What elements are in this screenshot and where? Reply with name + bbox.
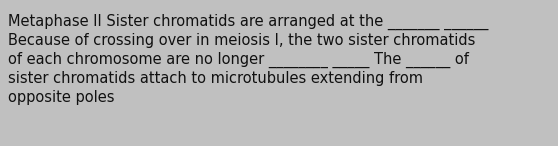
Text: of each chromosome are no longer ________ _____ The ______ of: of each chromosome are no longer _______…: [8, 52, 469, 68]
Text: opposite poles: opposite poles: [8, 90, 114, 105]
Text: Metaphase II Sister chromatids are arranged at the _______ ______: Metaphase II Sister chromatids are arran…: [8, 14, 488, 30]
Text: Because of crossing over in meiosis I, the two sister chromatids: Because of crossing over in meiosis I, t…: [8, 33, 475, 48]
Text: sister chromatids attach to microtubules extending from: sister chromatids attach to microtubules…: [8, 71, 423, 86]
